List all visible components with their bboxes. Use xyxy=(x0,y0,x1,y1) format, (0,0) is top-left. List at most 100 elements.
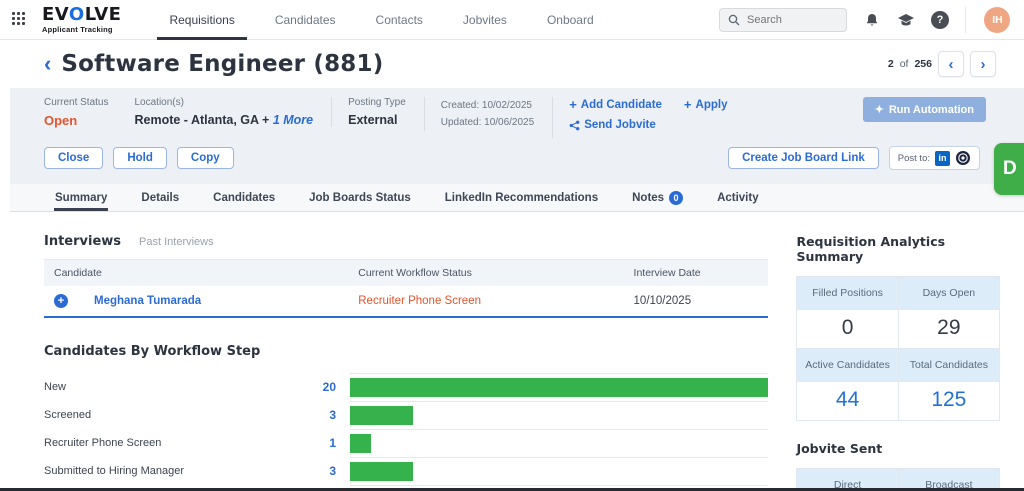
help-icon[interactable]: ? xyxy=(931,11,949,29)
brand-tagline: Applicant Tracking xyxy=(42,26,121,34)
quick-actions-block: +Add Candidate +Apply Send Jobvite xyxy=(552,97,727,138)
chart-row: Recruiter Phone Screen 1 xyxy=(44,429,768,457)
back-button[interactable]: ‹ xyxy=(44,53,51,75)
nav-item-requisitions[interactable]: Requisitions xyxy=(149,0,254,40)
search-icon xyxy=(728,14,740,26)
notifications-bell-icon[interactable] xyxy=(863,11,881,29)
app-launcher-icon[interactable] xyxy=(12,12,28,28)
active-candidates-value[interactable]: 44 xyxy=(797,382,898,421)
add-candidate-link[interactable]: +Add Candidate xyxy=(569,97,662,112)
dates-block: Created: 10/02/2025 Updated: 10/06/2025 xyxy=(424,97,552,131)
posting-type-block: Posting Type External xyxy=(331,97,424,127)
total-candidates-value[interactable]: 125 xyxy=(898,382,999,421)
brand-logo: EVOLVE Applicant Tracking xyxy=(42,6,121,34)
chart-category-label: Recruiter Phone Screen xyxy=(44,437,312,449)
active-candidates-label: Active Candidates xyxy=(797,349,898,382)
run-automation-button[interactable]: ✦ Run Automation xyxy=(863,97,986,122)
requisition-title-bar: ‹ Software Engineer (881) 2 of 256 ‹ › xyxy=(0,40,1024,88)
past-interviews-link[interactable]: Past Interviews xyxy=(139,236,214,248)
page-title: Software Engineer (881) xyxy=(61,51,383,77)
plus-icon: + xyxy=(569,97,577,112)
workflow-status-value: Recruiter Phone Screen xyxy=(348,286,623,317)
apply-link[interactable]: +Apply xyxy=(684,97,728,112)
tab-job-boards-status[interactable]: Job Boards Status xyxy=(308,184,412,211)
jobvite-sent-title: Jobvite Sent xyxy=(796,441,1000,456)
learning-cap-icon[interactable] xyxy=(897,11,915,29)
nav-item-contacts[interactable]: Contacts xyxy=(356,0,443,40)
brand-text-2: LVE xyxy=(85,4,122,25)
sparkle-icon: ✦ xyxy=(875,103,884,116)
record-pager: 2 of 256 ‹ › xyxy=(888,51,996,77)
workflow-step-chart: Candidates By Workflow Step New 20 Scree… xyxy=(44,344,768,491)
close-requisition-button[interactable]: Close xyxy=(44,147,103,169)
pager-total: 256 xyxy=(914,58,932,70)
locations-label: Location(s) xyxy=(134,97,313,108)
nav-item-onboard[interactable]: Onboard xyxy=(527,0,614,40)
interview-row: + Meghana Tumarada Recruiter Phone Scree… xyxy=(44,286,768,317)
job-board-spiral-icon[interactable] xyxy=(955,150,971,166)
search-input[interactable] xyxy=(747,14,837,26)
total-candidates-label: Total Candidates xyxy=(898,349,999,382)
chart-bar xyxy=(350,434,371,453)
interviews-title: Interviews xyxy=(44,234,121,249)
chart-row: Screened 3 xyxy=(44,401,768,429)
analytics-summary-title: Requisition Analytics Summary xyxy=(796,234,1000,264)
copy-requisition-button[interactable]: Copy xyxy=(177,147,234,169)
locations-block: Location(s) Remote - Atlanta, GA + 1 Mor… xyxy=(126,97,331,127)
hold-requisition-button[interactable]: Hold xyxy=(113,147,167,169)
days-open-label: Days Open xyxy=(898,277,999,310)
analytics-summary-table: Filled Positions Days Open 0 29 Active C… xyxy=(796,276,1000,421)
current-status-label: Current Status xyxy=(44,97,108,108)
next-record-button[interactable]: › xyxy=(970,51,996,77)
chart-title: Candidates By Workflow Step xyxy=(44,344,768,359)
tab-candidates[interactable]: Candidates xyxy=(212,184,276,211)
send-jobvite-link[interactable]: Send Jobvite xyxy=(569,119,727,131)
post-to-group[interactable]: Post to: in xyxy=(889,146,980,170)
main-nav: Requisitions Candidates Contacts Jobvite… xyxy=(149,0,613,40)
interview-date-value: 10/10/2025 xyxy=(624,286,769,317)
floating-demo-tab[interactable]: D xyxy=(994,143,1024,195)
chart-category-label: Screened xyxy=(44,409,312,421)
pager-current: 2 xyxy=(888,58,894,70)
plus-icon: + xyxy=(684,97,692,112)
global-search[interactable] xyxy=(719,8,847,32)
chart-value-label: 3 xyxy=(312,464,350,478)
filled-positions-label: Filled Positions xyxy=(797,277,898,310)
nav-item-candidates[interactable]: Candidates xyxy=(255,0,356,40)
brand-o: O xyxy=(69,4,85,25)
nav-divider xyxy=(965,7,966,33)
nav-item-jobvites[interactable]: Jobvites xyxy=(443,0,527,40)
created-date: Created: 10/02/2025 xyxy=(441,97,534,114)
chart-value-label: 20 xyxy=(312,380,350,394)
posting-type-value: External xyxy=(348,113,406,127)
linkedin-icon[interactable]: in xyxy=(935,151,950,166)
filled-positions-value: 0 xyxy=(797,310,898,349)
user-avatar[interactable]: IH xyxy=(984,7,1010,33)
chart-bar xyxy=(350,378,768,397)
pager-of: of xyxy=(900,58,909,70)
chart-category-label: Submitted to Hiring Manager xyxy=(44,465,312,477)
locations-value: Remote - Atlanta, GA + xyxy=(134,113,269,127)
chart-category-label: New xyxy=(44,381,312,393)
notes-count-badge: 0 xyxy=(669,191,683,205)
tab-activity[interactable]: Activity xyxy=(716,184,760,211)
tab-notes[interactable]: Notes 0 xyxy=(631,184,684,211)
tab-linkedin-recommendations[interactable]: LinkedIn Recommendations xyxy=(444,184,599,211)
locations-more-link[interactable]: 1 More xyxy=(273,113,313,127)
chart-value-label: 3 xyxy=(312,408,350,422)
requisition-tabs: Summary Details Candidates Job Boards St… xyxy=(10,184,1024,212)
create-job-board-link-button[interactable]: Create Job Board Link xyxy=(728,147,879,169)
col-workflow-status: Current Workflow Status xyxy=(348,260,623,287)
tab-details[interactable]: Details xyxy=(140,184,180,211)
tab-summary[interactable]: Summary xyxy=(54,184,108,211)
interviews-table: Candidate Current Workflow Status Interv… xyxy=(44,259,768,318)
col-candidate: Candidate xyxy=(44,260,348,287)
prev-record-button[interactable]: ‹ xyxy=(938,51,964,77)
current-status-value: Open xyxy=(44,113,108,128)
expand-candidate-icon[interactable]: + xyxy=(54,294,68,308)
current-status-block: Current Status Open xyxy=(44,97,126,128)
chart-value-label: 1 xyxy=(312,436,350,450)
candidate-name-link[interactable]: Meghana Tumarada xyxy=(94,295,201,307)
posting-type-label: Posting Type xyxy=(348,97,406,108)
days-open-value: 29 xyxy=(898,310,999,349)
